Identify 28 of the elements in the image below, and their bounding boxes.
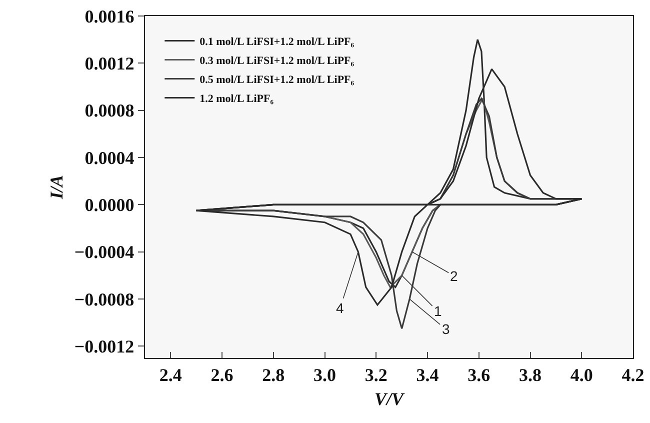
annotation: 4: [336, 300, 344, 316]
x-tick-label: 3.8: [519, 364, 542, 385]
x-axis-title: V/V: [374, 388, 406, 409]
x-tick-label: 3.4: [416, 364, 439, 385]
x-tick-label: 3.2: [364, 364, 388, 385]
y-tick-label: 0.0008: [84, 100, 134, 121]
y-tick-label: −0.0012: [74, 336, 134, 357]
y-tick-label: −0.0008: [74, 289, 134, 310]
x-tick-label: 3.0: [314, 364, 336, 385]
legend-label: 0.5 mol/L LiFSI+1.2 mol/L LiPF₆: [200, 74, 355, 86]
x-tick-label: 2.6: [210, 364, 234, 385]
x-tick-label: 4.2: [622, 364, 644, 385]
annotation: 2: [450, 268, 458, 284]
x-tick-label: 2.4: [159, 364, 182, 385]
legend-label: 1.2 mol/L LiPF₆: [200, 93, 274, 106]
x-tick-label: 2.8: [262, 364, 285, 385]
annotation: 1: [434, 303, 442, 319]
y-tick-label: 0.0000: [84, 194, 134, 215]
annotation: 3: [442, 321, 450, 337]
legend-label: 0.1 mol/L LiFSI+1.2 mol/L LiPF₆: [200, 36, 355, 48]
legend-label: 0.3 mol/L LiFSI+1.2 mol/L LiPF₆: [200, 55, 355, 68]
y-tick-label: −0.0004: [74, 242, 134, 262]
y-axis-title: I/A: [46, 174, 67, 200]
y-tick-label: 0.0016: [84, 6, 134, 26]
y-tick-label: 0.0012: [84, 53, 134, 74]
x-tick-label: 3.6: [468, 364, 490, 385]
y-tick-label: 0.0004: [84, 148, 134, 168]
x-tick-label: 4.0: [570, 364, 593, 385]
